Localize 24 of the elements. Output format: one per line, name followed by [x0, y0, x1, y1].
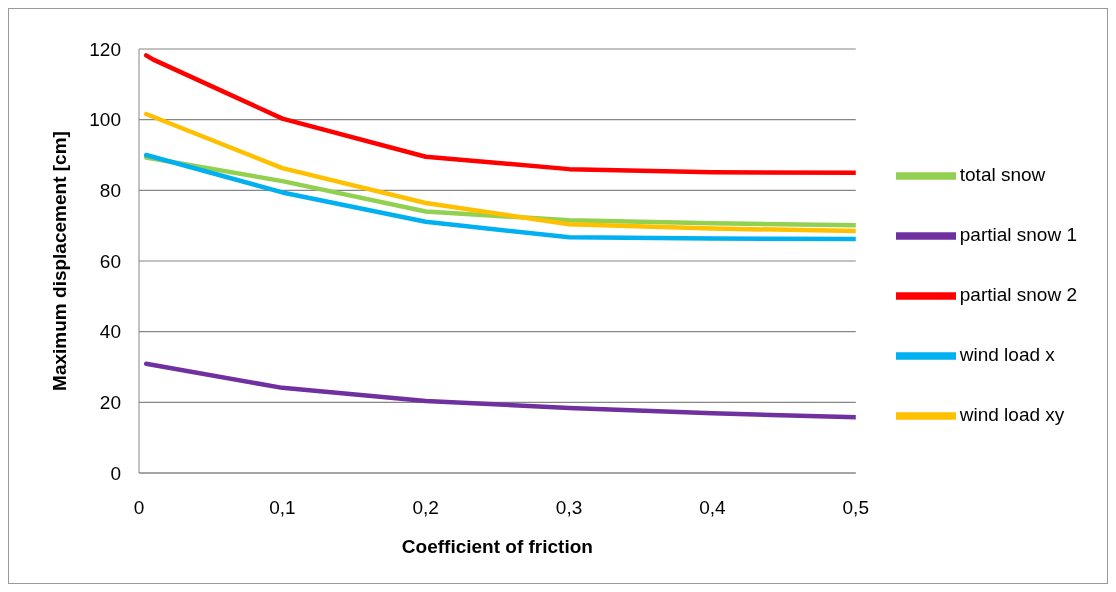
y-tick-label: 40	[99, 321, 121, 343]
y-axis-title: Maximum displacement [cm]	[48, 131, 70, 391]
y-tick-label: 20	[99, 392, 121, 414]
x-tick-label: 0,1	[269, 497, 296, 519]
legend-label: partial snow 2	[959, 284, 1077, 306]
legend-label: wind load xy	[959, 404, 1065, 426]
line-series	[143, 53, 856, 175]
x-tick-label: 0,5	[842, 497, 869, 519]
y-tick-label: 0	[110, 462, 121, 484]
y-tick-label: 100	[89, 109, 121, 131]
x-tick-label: 0	[133, 497, 145, 519]
line-series	[143, 152, 856, 242]
line-series	[143, 361, 856, 420]
legend-label: partial snow 1	[959, 224, 1077, 246]
x-tick-label: 0,4	[699, 497, 727, 519]
y-tick-label: 60	[99, 250, 121, 272]
legend-label: wind load x	[959, 344, 1055, 366]
x-tick-label: 0,2	[412, 497, 439, 519]
x-axis-title: Coefficient of friction	[401, 536, 593, 557]
y-tick-label: 120	[89, 38, 121, 60]
legend-label: total snow	[959, 164, 1046, 186]
line-series	[143, 111, 856, 234]
y-tick-label: 80	[99, 180, 121, 202]
x-tick-label: 0,3	[555, 497, 583, 519]
